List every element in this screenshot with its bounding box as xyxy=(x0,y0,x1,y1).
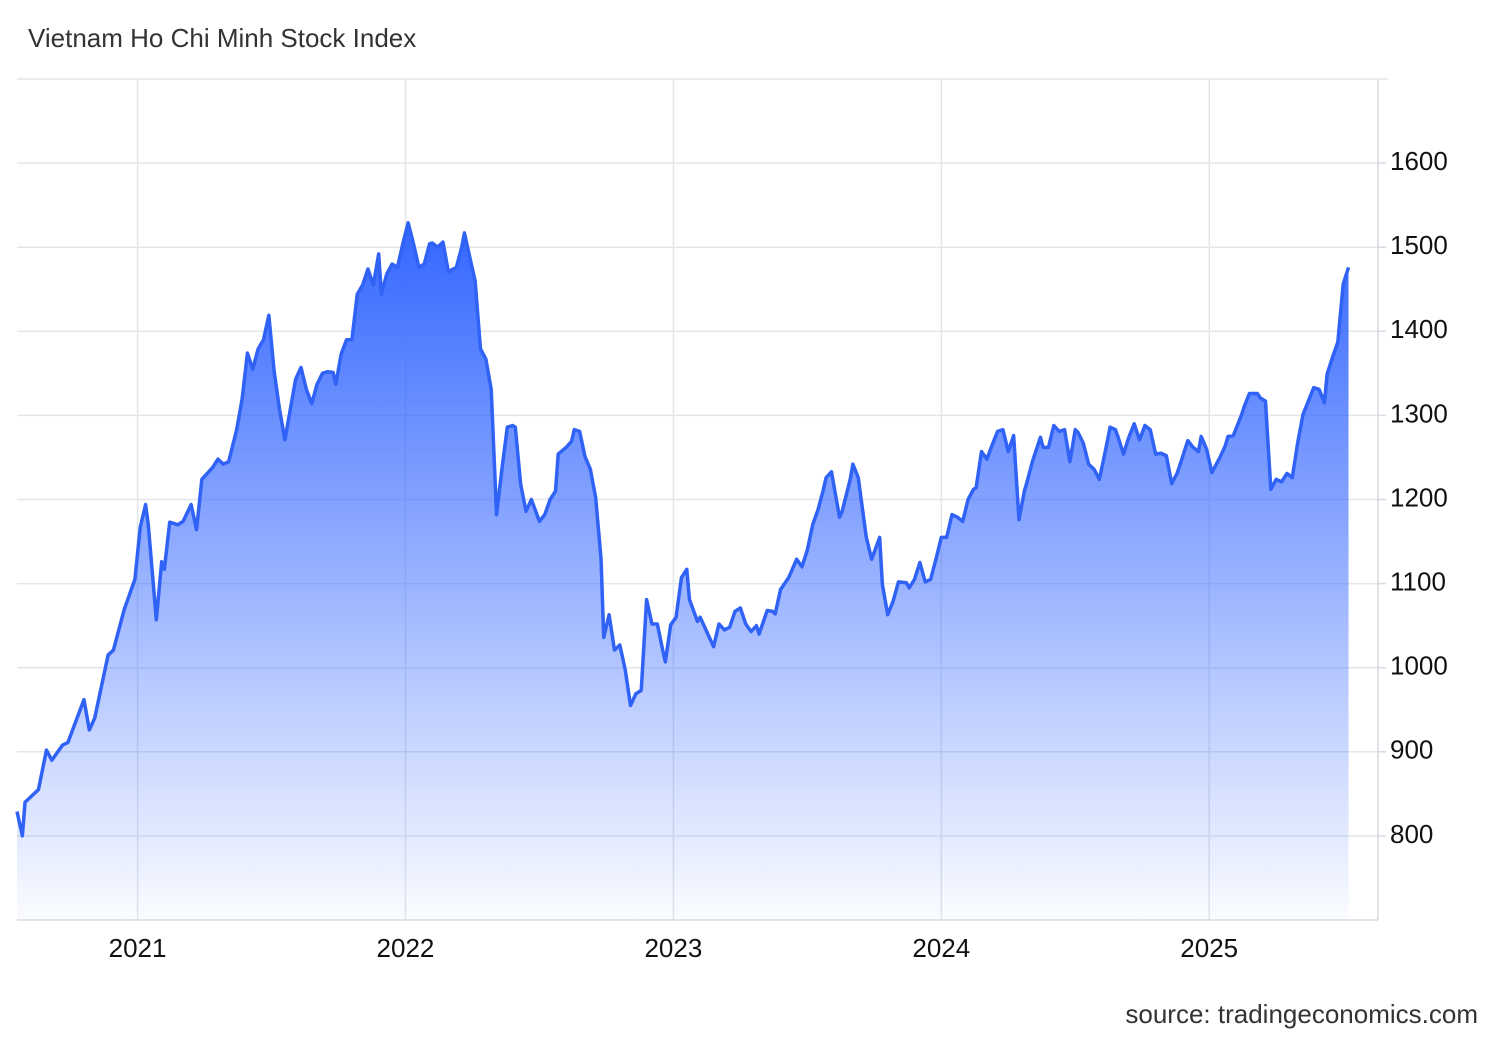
area-fill xyxy=(17,222,1349,920)
x-tick-label: 2022 xyxy=(377,933,435,963)
y-tick-label: 1100 xyxy=(1390,566,1446,596)
x-tick-label: 2025 xyxy=(1180,933,1238,963)
y-tick-label: 1500 xyxy=(1390,230,1448,260)
y-tick-label: 900 xyxy=(1390,735,1433,765)
y-tick-label: 1200 xyxy=(1390,482,1448,512)
axes: 800 900 1000 1100 1200 1300 1400 1500 1600 2021 20… xyxy=(17,78,1448,963)
y-tick-label: 800 xyxy=(1390,819,1433,849)
y-tick-label: 1300 xyxy=(1390,398,1448,428)
chart-title: Vietnam Ho Chi Minh Stock Index xyxy=(28,23,416,53)
x-tick-label: 2021 xyxy=(109,933,167,963)
x-tick-label: 2024 xyxy=(912,933,970,963)
x-tick-label: 2023 xyxy=(644,933,702,963)
source-note: source: tradingeconomics.com xyxy=(1125,999,1478,1029)
y-tick-label: 1400 xyxy=(1390,314,1448,344)
y-tick-label: 1000 xyxy=(1390,651,1448,681)
line xyxy=(15,221,1351,838)
y-tick-label: 1600 xyxy=(1390,146,1448,176)
plot xyxy=(15,221,1351,920)
